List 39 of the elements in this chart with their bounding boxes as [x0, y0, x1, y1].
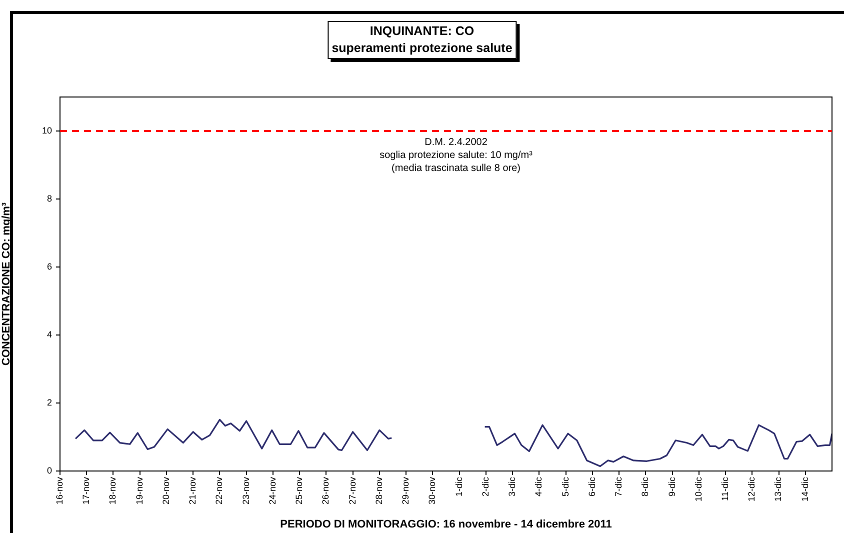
y-tick-label: 2: [46, 397, 52, 408]
x-tick-label: 20-nov: [160, 476, 171, 505]
x-tick-label: 30-nov: [427, 476, 438, 505]
ref-line-label: D.M. 2.4.2002 soglia protezione salute: 10 mg/m³ (media trascinata sulle 8 ore): [380, 136, 534, 174]
y-tick-label: 0: [46, 465, 52, 476]
chart-subtitle: superamenti protezione salute: [332, 40, 512, 57]
x-tick-label: 27-nov: [347, 476, 358, 505]
x-tick-label: 8-dic: [640, 476, 650, 497]
y-tick-label: 4: [46, 329, 52, 340]
x-tick-label: 28-nov: [374, 476, 384, 505]
y-tick-label: 6: [46, 261, 52, 272]
x-tick-label: 5-dic: [560, 476, 570, 497]
x-axis-title: PERIODO DI MONITORAGGIO: 16 novembre - 14 dicembre 2011: [280, 518, 612, 530]
chart-title: INQUINANTE: CO: [368, 23, 476, 40]
x-tick-label: 10-dic: [693, 476, 704, 502]
x-tick-label: 12-dic: [746, 476, 757, 502]
x-tick-label: 14-dic: [800, 476, 810, 502]
x-tick-label: 24-nov: [267, 476, 278, 505]
x-tick-label: 7-dic: [614, 476, 624, 497]
x-tick-label: 9-dic: [666, 476, 677, 497]
x-tick-label: 17-nov: [81, 476, 92, 505]
x-tick-label: 3-dic: [507, 476, 518, 497]
x-tick-label: 1-dic: [454, 476, 464, 497]
x-tick-label: 11-dic: [720, 476, 730, 501]
x-tick-label: 19-nov: [134, 476, 144, 505]
y-tick-label: 8: [46, 193, 52, 204]
x-tick-label: 25-nov: [294, 476, 304, 505]
x-tick-label: 21-nov: [188, 476, 198, 505]
x-tick-label: 22-nov: [214, 476, 224, 505]
x-tick-label: 2-dic: [480, 476, 490, 497]
x-tick-label: 26-nov: [320, 476, 331, 505]
x-tick-label: 18-nov: [108, 476, 118, 505]
x-tick-label: 6-dic: [586, 476, 597, 497]
x-tick-label: 23-nov: [240, 476, 251, 505]
x-tick-label: 13-dic: [773, 476, 784, 502]
x-tick-label: 16-nov: [54, 476, 64, 505]
x-tick-label: 29-nov: [400, 476, 411, 505]
y-tick-label: 10: [42, 125, 52, 136]
x-tick-label: 4-dic: [534, 476, 544, 497]
